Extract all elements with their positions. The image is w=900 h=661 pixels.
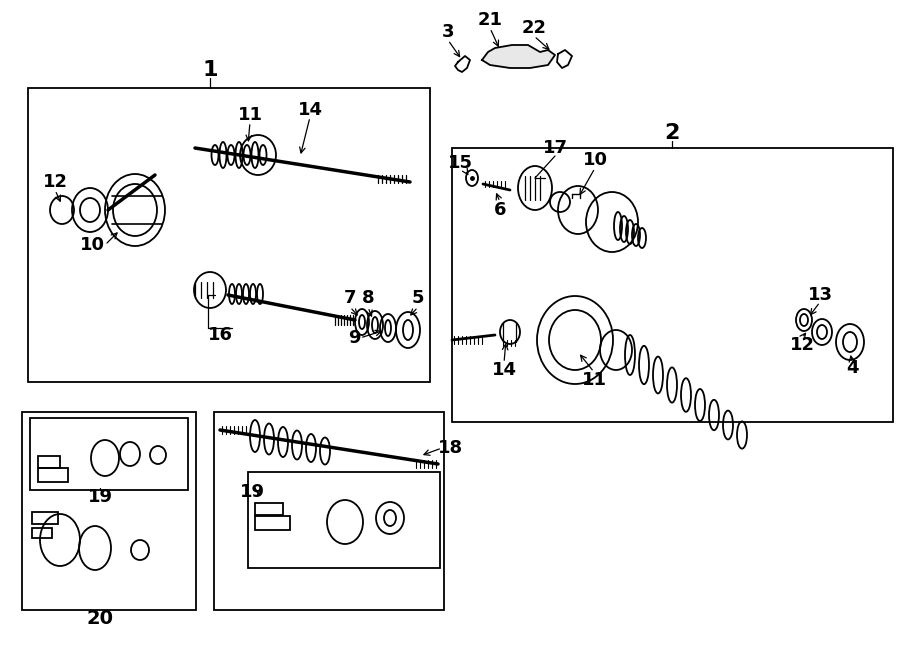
Text: 10: 10 (582, 151, 608, 169)
Text: 12: 12 (42, 173, 68, 191)
Text: 6: 6 (494, 201, 506, 219)
Text: 19: 19 (239, 483, 265, 501)
Text: 10: 10 (79, 236, 104, 254)
Text: 7: 7 (344, 289, 356, 307)
Polygon shape (482, 45, 555, 68)
Text: 14: 14 (491, 361, 517, 379)
Text: 5: 5 (412, 289, 424, 307)
Bar (22, 412, 196, 610)
Bar (255, 516, 290, 530)
Bar (38, 456, 60, 468)
Text: 20: 20 (86, 609, 113, 627)
Bar (214, 412, 444, 610)
Bar (28, 88, 430, 382)
Text: 8: 8 (362, 289, 374, 307)
Text: 16: 16 (208, 326, 232, 344)
Text: 12: 12 (789, 336, 814, 354)
Bar (32, 512, 58, 524)
Text: 14: 14 (298, 101, 322, 119)
Text: 18: 18 (437, 439, 463, 457)
Text: 2: 2 (664, 123, 680, 143)
Text: 3: 3 (442, 23, 454, 41)
Text: 19: 19 (87, 488, 112, 506)
Bar (38, 468, 68, 482)
Text: 1: 1 (202, 60, 218, 80)
Text: 11: 11 (581, 371, 607, 389)
Text: 11: 11 (238, 106, 263, 124)
Bar (255, 503, 283, 515)
Text: 4: 4 (846, 359, 859, 377)
Text: 15: 15 (447, 154, 473, 172)
Bar (30, 418, 188, 490)
Bar (452, 148, 893, 422)
Text: 21: 21 (478, 11, 502, 29)
Text: 9: 9 (347, 329, 360, 347)
Text: 17: 17 (543, 139, 568, 157)
Text: 13: 13 (807, 286, 833, 304)
Text: 22: 22 (521, 19, 546, 37)
Bar (32, 528, 52, 538)
Bar (248, 472, 440, 568)
